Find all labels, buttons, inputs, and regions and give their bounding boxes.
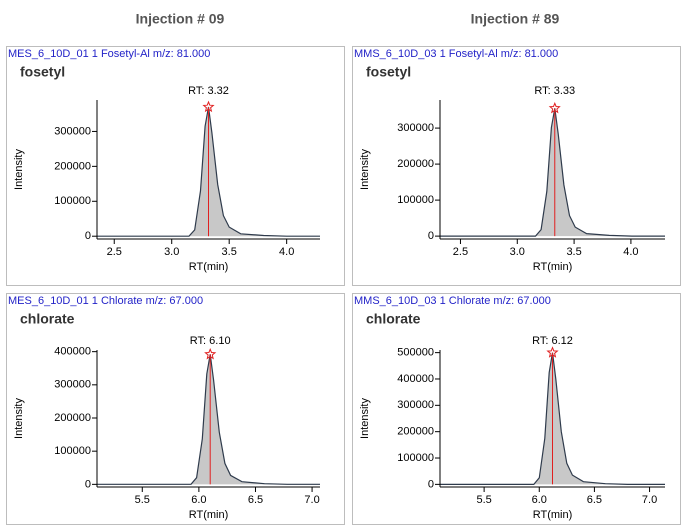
compound-name: fosetyl xyxy=(366,64,411,80)
panel xyxy=(352,293,681,525)
x-tick-label: 3.5 xyxy=(566,246,581,258)
peak-line xyxy=(440,352,665,485)
y-tick-label: 300000 xyxy=(397,122,434,134)
x-axis-label: RT(min) xyxy=(189,261,229,273)
apex-marker xyxy=(202,100,215,113)
column-title: Injection # 89 xyxy=(471,11,560,27)
x-tick-label: 6.5 xyxy=(248,494,263,506)
apex-marker xyxy=(204,347,217,360)
x-axis-label: RT(min) xyxy=(533,261,573,273)
panel-title: MMS_6_10D_03 1 Chlorate m/z: 67.000 xyxy=(354,295,551,307)
x-tick-label: 7.0 xyxy=(642,494,657,506)
x-tick-label: 6.5 xyxy=(587,494,602,506)
y-axis-label: Intensity xyxy=(359,149,371,190)
y-axis-label: Intensity xyxy=(359,398,371,439)
x-tick-label: 4.0 xyxy=(623,246,638,258)
y-tick-label: 300000 xyxy=(54,379,91,391)
peak-line xyxy=(97,354,320,485)
y-axis-label: Intensity xyxy=(13,149,25,190)
y-tick-label: 100000 xyxy=(54,195,91,207)
rt-label: RT: 6.12 xyxy=(532,335,573,347)
column-title: Injection # 09 xyxy=(136,11,225,27)
y-tick-label: 100000 xyxy=(54,445,91,457)
panel-title: MES_6_10D_01 1 Fosetyl-Al m/z: 81.000 xyxy=(8,48,210,60)
x-tick-label: 2.5 xyxy=(453,246,468,258)
x-tick-label: 6.0 xyxy=(532,494,547,506)
panel xyxy=(6,293,345,525)
panel-title: MES_6_10D_01 1 Chlorate m/z: 67.000 xyxy=(8,295,203,307)
y-tick-label: 0 xyxy=(85,478,91,490)
y-tick-label: 200000 xyxy=(54,160,91,172)
compound-name: chlorate xyxy=(366,311,421,327)
peak-line xyxy=(440,108,665,237)
y-tick-label: 200000 xyxy=(397,158,434,170)
y-tick-label: 500000 xyxy=(397,347,434,359)
x-tick-label: 7.0 xyxy=(304,494,319,506)
x-tick-label: 5.5 xyxy=(476,494,491,506)
rt-label: RT: 6.10 xyxy=(190,335,231,347)
panel xyxy=(6,46,345,286)
apex-marker xyxy=(546,346,559,358)
y-tick-label: 0 xyxy=(428,230,434,242)
y-tick-label: 200000 xyxy=(54,412,91,424)
compound-name: chlorate xyxy=(20,311,75,327)
y-tick-label: 200000 xyxy=(397,426,434,438)
x-tick-label: 2.5 xyxy=(107,246,122,258)
peak-area xyxy=(440,108,665,237)
y-axis-label: Intensity xyxy=(13,398,25,439)
x-tick-label: 3.0 xyxy=(510,246,525,258)
x-tick-label: 3.0 xyxy=(164,246,179,258)
panel xyxy=(352,46,681,286)
x-axis-label: RT(min) xyxy=(189,509,229,521)
peak-line xyxy=(97,106,320,237)
y-tick-label: 300000 xyxy=(54,125,91,137)
y-tick-label: 300000 xyxy=(397,399,434,411)
apex-marker xyxy=(548,101,561,114)
rt-label: RT: 3.33 xyxy=(534,85,575,97)
x-tick-label: 3.5 xyxy=(222,246,237,258)
rt-label: RT: 3.32 xyxy=(188,85,229,97)
x-tick-label: 4.0 xyxy=(279,246,294,258)
y-tick-label: 100000 xyxy=(397,452,434,464)
x-tick-label: 5.5 xyxy=(135,494,150,506)
y-tick-label: 0 xyxy=(85,230,91,242)
y-tick-label: 0 xyxy=(428,478,434,490)
y-tick-label: 400000 xyxy=(54,346,91,358)
x-tick-label: 6.0 xyxy=(191,494,206,506)
y-tick-label: 400000 xyxy=(397,373,434,385)
panel-title: MMS_6_10D_03 1 Fosetyl-Al m/z: 81.000 xyxy=(354,48,558,60)
peak-area xyxy=(97,354,320,485)
x-axis-label: RT(min) xyxy=(533,509,573,521)
y-tick-label: 100000 xyxy=(397,194,434,206)
compound-name: fosetyl xyxy=(20,64,65,80)
